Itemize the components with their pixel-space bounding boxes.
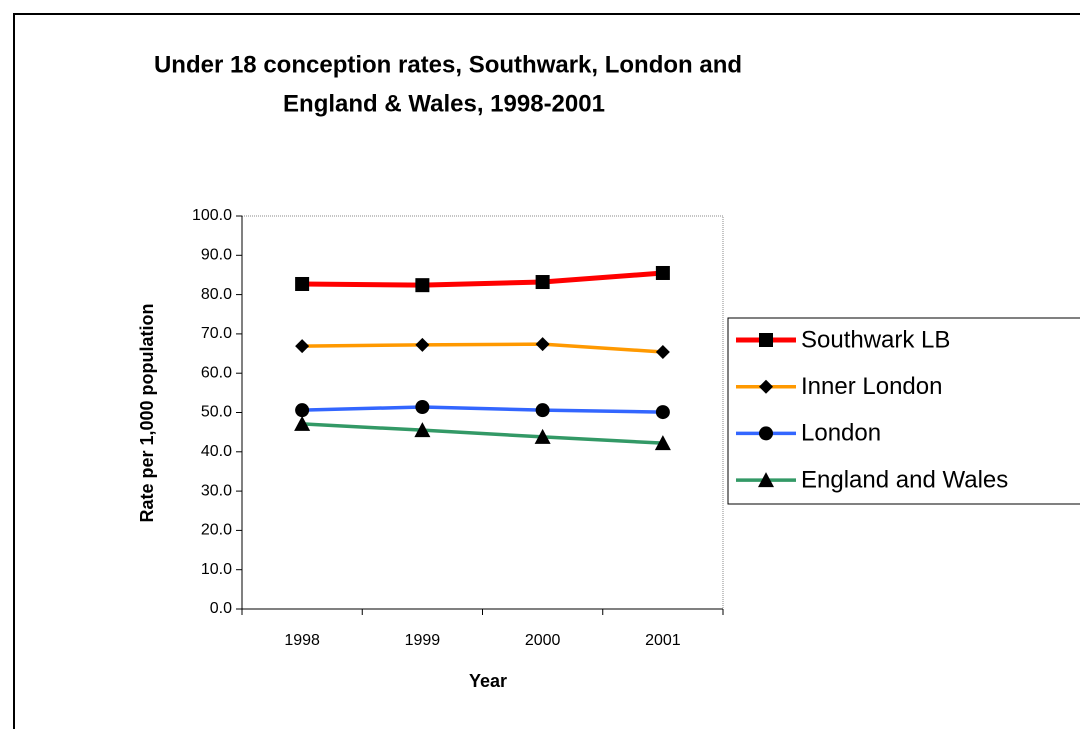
- y-tick-label: 50.0: [201, 404, 232, 421]
- marker: [295, 276, 310, 291]
- legend-box: [727, 317, 1080, 505]
- series-line: [302, 422, 663, 445]
- marker: [295, 403, 310, 418]
- legend-label: London: [801, 420, 881, 447]
- legend-marker: [759, 379, 773, 394]
- y-axis-title: Rate per 1,000 population: [137, 303, 157, 522]
- marker: [534, 428, 551, 444]
- series-line: [302, 342, 663, 354]
- y-tick-label: 30.0: [201, 482, 232, 499]
- y-tick-label: 60.0: [201, 364, 232, 381]
- chart-title: Under 18 conception rates, Southwark, Lo…: [154, 51, 742, 78]
- legend-label: Southwark LB: [801, 326, 950, 353]
- legend-marker: [759, 426, 773, 441]
- marker: [295, 339, 310, 354]
- marker: [535, 337, 550, 352]
- marker: [535, 275, 550, 290]
- x-tick-label: 1999: [405, 632, 441, 649]
- marker: [294, 415, 311, 431]
- y-tick-label: 80.0: [201, 286, 232, 303]
- x-tick-label: 1998: [284, 632, 320, 649]
- y-tick-label: 0.0: [210, 600, 232, 617]
- legend-label: Inner London: [801, 373, 942, 400]
- series-line: [302, 270, 664, 288]
- y-tick-label: 10.0: [201, 561, 232, 578]
- y-tick-label: 90.0: [201, 247, 232, 264]
- y-tick-label: 100.0: [192, 207, 232, 224]
- x-tick-label: 2001: [645, 632, 681, 649]
- plot-border: [242, 215, 724, 609]
- marker: [415, 399, 430, 414]
- chart-border: [13, 13, 1080, 729]
- y-tick-label: 20.0: [201, 522, 232, 539]
- legend-label: England and Wales: [801, 466, 1008, 493]
- series-line: [302, 405, 663, 414]
- legend-marker: [759, 333, 773, 347]
- marker: [655, 265, 670, 280]
- marker: [655, 344, 670, 359]
- marker: [414, 422, 431, 438]
- marker: [655, 405, 670, 420]
- chart-title: England & Wales, 1998-2001: [283, 90, 605, 117]
- marker: [654, 435, 671, 451]
- x-tick-label: 2000: [525, 632, 561, 649]
- marker: [535, 403, 550, 418]
- marker: [415, 337, 430, 352]
- marker: [415, 278, 430, 293]
- y-tick-label: 70.0: [201, 325, 232, 342]
- y-tick-label: 40.0: [201, 443, 232, 460]
- x-axis-title: Year: [469, 671, 507, 691]
- legend-marker: [758, 472, 774, 488]
